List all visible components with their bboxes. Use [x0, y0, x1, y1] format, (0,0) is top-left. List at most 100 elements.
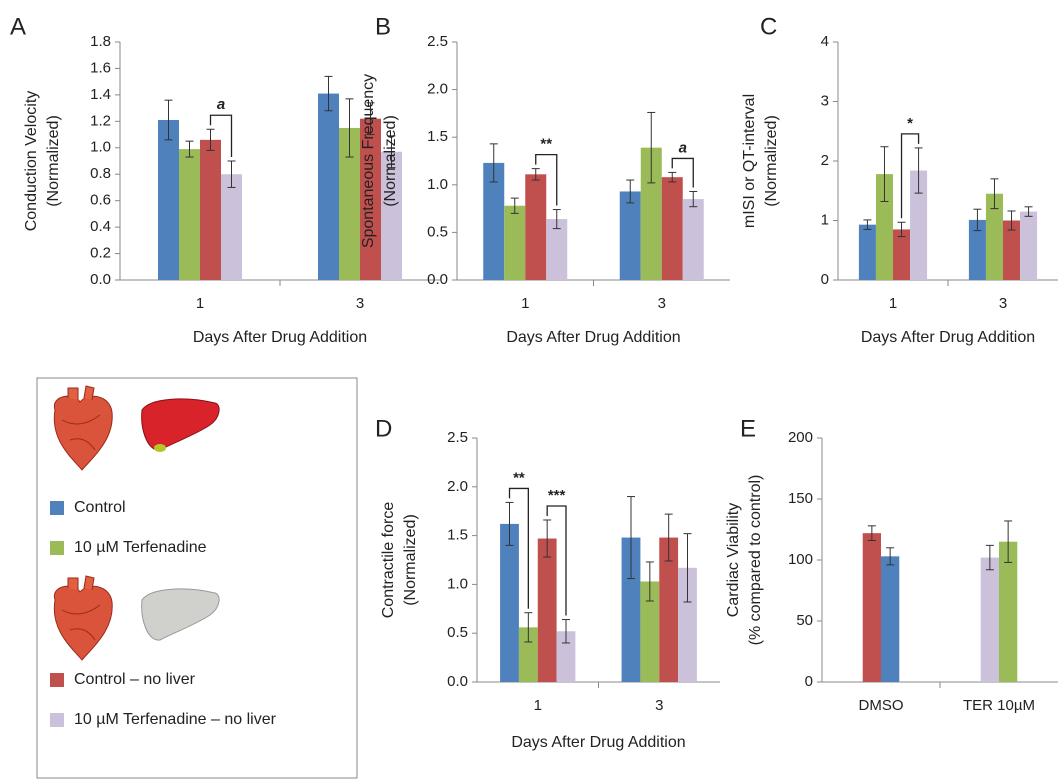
y-tick-label: 3 — [821, 92, 829, 109]
bar — [621, 537, 641, 682]
bar — [221, 174, 242, 280]
y-tick-label: 2.5 — [427, 33, 448, 50]
bar — [858, 224, 876, 280]
x-axis-title: Days After Drug Addition — [193, 329, 367, 346]
y-tick-label: 1.0 — [90, 139, 111, 156]
bar — [619, 191, 641, 280]
bar — [179, 149, 200, 280]
x-axis-title: Days After Drug Addition — [861, 329, 1035, 346]
liver-icon — [141, 398, 220, 452]
significance-bracket — [900, 133, 920, 219]
y-tick-label: 0.0 — [447, 673, 468, 690]
significance-bracket — [546, 505, 567, 616]
y-tick-label: 0.0 — [427, 271, 448, 288]
bar — [1020, 211, 1038, 280]
legend-label: Control — [74, 499, 126, 516]
panel-label: B — [375, 13, 391, 40]
bar — [980, 557, 999, 682]
y-axis-title: (Normalized) — [45, 115, 62, 207]
bar — [910, 170, 928, 280]
y-tick-label: 0 — [821, 271, 829, 288]
y-axis-title: Cardiac Viability — [725, 503, 742, 617]
y-tick-label: 2.5 — [447, 429, 468, 446]
y-axis-title: Contractile force — [380, 502, 397, 619]
bar — [661, 177, 683, 280]
x-tick-label: 1 — [196, 295, 204, 312]
bar — [678, 567, 697, 682]
bar — [640, 147, 662, 280]
heart-icon — [53, 575, 113, 661]
y-tick-label: 1.6 — [90, 59, 111, 76]
panel-label: A — [10, 13, 26, 40]
y-tick-label: 0.0 — [90, 271, 111, 288]
y-tick-label: 1.2 — [90, 112, 111, 129]
y-axis-title: (Normalized) — [382, 115, 399, 207]
y-tick-label: 1.0 — [447, 575, 468, 592]
significance-label: a — [679, 139, 687, 156]
bar — [525, 174, 547, 280]
significance-label: a — [217, 96, 225, 113]
bar — [968, 219, 986, 280]
x-tick-label: 3 — [999, 295, 1007, 312]
bar — [875, 174, 893, 280]
bar — [881, 556, 900, 682]
x-tick-label: 3 — [658, 295, 666, 312]
significance-bracket — [508, 487, 529, 609]
bar — [659, 537, 679, 682]
legend-box — [36, 377, 358, 779]
bar — [1003, 220, 1021, 280]
bar — [640, 581, 660, 682]
legend-swatch — [50, 713, 64, 727]
x-tick-label: 1 — [534, 697, 542, 714]
y-tick-label: 50 — [796, 612, 813, 629]
significance-label: ** — [540, 136, 552, 153]
panel-label: C — [760, 13, 777, 40]
bar — [200, 139, 221, 280]
y-axis-title: mISI or QT-interval — [741, 94, 758, 228]
liver-icon — [141, 588, 220, 641]
x-tick-label: 1 — [889, 295, 897, 312]
x-tick-label: DMSO — [859, 697, 904, 714]
x-axis-title: Days After Drug Addition — [506, 329, 680, 346]
x-tick-label: 3 — [356, 295, 364, 312]
y-tick-label: 2 — [821, 152, 829, 169]
y-tick-label: 1 — [821, 211, 829, 228]
y-tick-label: 100 — [788, 551, 813, 568]
y-tick-label: 0.6 — [90, 192, 111, 209]
y-tick-label: 0.4 — [90, 218, 111, 235]
significance-label: ** — [513, 469, 525, 486]
y-axis-title: (Normalized) — [402, 514, 419, 606]
legend-swatch — [50, 501, 64, 515]
bar — [546, 219, 568, 280]
significance-bracket — [535, 153, 558, 206]
panel-label: E — [740, 415, 756, 442]
bar — [682, 199, 704, 280]
bar — [985, 193, 1003, 280]
x-axis-title: Days After Drug Addition — [511, 734, 685, 751]
y-tick-label: 4 — [821, 33, 829, 50]
legend-label: 10 µM Terfenadine — [74, 539, 207, 556]
y-axis-title: Spontaneous Frequency — [360, 74, 377, 248]
y-tick-label: 200 — [788, 429, 813, 446]
y-axis-title: (% compared to control) — [747, 475, 764, 646]
bar — [483, 162, 505, 280]
legend-swatch — [50, 673, 64, 687]
y-tick-label: 1.4 — [90, 86, 111, 103]
bar — [518, 627, 538, 682]
significance-label: *** — [548, 487, 566, 504]
bar — [556, 631, 576, 682]
x-tick-label: TER 10µM — [963, 697, 1035, 714]
y-tick-label: 1.5 — [447, 527, 468, 544]
y-tick-label: 0.5 — [447, 624, 468, 641]
y-tick-label: 1.0 — [427, 176, 448, 193]
y-tick-label: 150 — [788, 490, 813, 507]
y-axis-title: Conduction Velocity — [23, 91, 40, 232]
significance-bracket — [671, 157, 694, 188]
bar — [500, 523, 519, 682]
bar — [537, 538, 557, 682]
bar — [158, 120, 179, 280]
x-tick-label: 1 — [521, 295, 529, 312]
legend-label: Control – no liver — [74, 671, 196, 688]
legend-label: 10 µM Terfenadine – no liver — [74, 711, 277, 728]
